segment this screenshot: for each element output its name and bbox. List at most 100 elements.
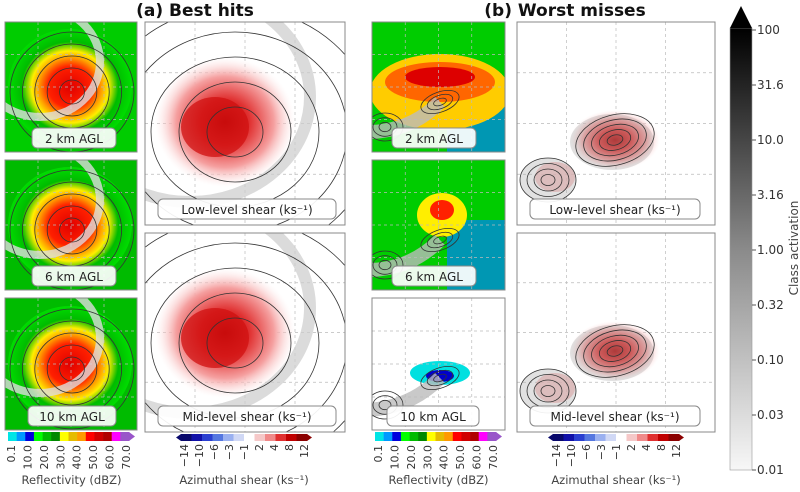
worst-miss-reflectivity-panel: 6 km AGL <box>371 159 506 291</box>
shear-label: Mid-level shear (ks⁻¹) <box>182 410 311 424</box>
best-hit-shear-panel: Mid-level shear (ks⁻¹) <box>144 232 346 433</box>
activation-label: Class activation <box>787 201 800 296</box>
shear-label: Mid-level shear (ks⁻¹) <box>550 410 679 424</box>
shear-tick: 8 <box>283 444 296 451</box>
colorbar-segment <box>191 434 203 441</box>
colorbar-segment <box>563 434 575 441</box>
colorbar-segment <box>647 434 659 441</box>
title-worst-misses: (b) Worst misses <box>484 1 645 21</box>
height-label: 10 km AGL <box>400 410 466 424</box>
colorbar-segment <box>8 432 17 441</box>
best-hit-reflectivity-panel: 10 km AGL <box>4 297 138 431</box>
shear-tick: 12 <box>298 444 311 458</box>
activation-tick: 1.00 <box>757 243 784 257</box>
shear-tick: −10 <box>565 444 578 467</box>
colorbar-segment <box>286 434 297 441</box>
colorbar-segment <box>296 434 308 441</box>
shear-tick: −1 <box>238 444 251 460</box>
worst-miss-reflectivity-panel: 10 km AGL <box>371 297 506 431</box>
shear-tick: −6 <box>208 444 221 460</box>
colorbar-segment <box>574 434 585 441</box>
colorbar-segment <box>233 434 245 441</box>
colorbar-segment <box>668 434 680 441</box>
colorbar-segment <box>383 432 393 441</box>
colorbar-segment <box>435 432 445 441</box>
shear-tick: −3 <box>223 444 236 460</box>
shear-label: Low-level shear (ks⁻¹) <box>549 203 680 217</box>
azimuthal-shear-colorbar: −14 −10 −6 −3 −1 2 4 8 12 Azimuthal shear (ks⁻¹) <box>548 434 684 487</box>
colorbar-segment <box>637 434 648 441</box>
colorbar-segment <box>418 432 428 441</box>
reflectivity-tick: 60.0 <box>104 445 117 470</box>
activation-tick: 0.03 <box>757 408 784 422</box>
shear-label: Azimuthal shear (ks⁻¹) <box>179 473 308 487</box>
colorbar-segment <box>120 432 130 441</box>
colorbar-segment <box>605 434 617 441</box>
colorbar-segment <box>181 434 192 441</box>
reflectivity-tick: 20.0 <box>38 445 51 470</box>
shear-tick: −1 <box>610 444 623 460</box>
reflectivity-tick: 10.0 <box>388 445 401 470</box>
reflectivity-tick: 10.0 <box>21 445 34 470</box>
colorbar-segment <box>444 432 454 441</box>
reflectivity-tick: 30.0 <box>54 445 67 470</box>
worst-miss-reflectivity-panel: 2 km AGL <box>371 21 506 153</box>
reflectivity-tick: 70.0 <box>487 445 500 470</box>
colorbar-segment <box>42 432 52 441</box>
height-label: 6 km AGL <box>45 270 103 284</box>
worst-miss-shear-panel: Mid-level shear (ks⁻¹) <box>516 232 716 433</box>
shear-tick: −14 <box>550 444 563 467</box>
reflectivity-tick: 50.0 <box>454 445 467 470</box>
activation-tick: 0.01 <box>757 463 784 477</box>
colorbar-segment <box>616 434 627 441</box>
colorbar-segment <box>254 434 266 441</box>
colorbar-segment <box>487 432 497 441</box>
reflectivity-tick: 0.1 <box>5 445 18 463</box>
colorbar-segment <box>202 434 213 441</box>
activation-tick: 31.6 <box>757 78 784 92</box>
activation-tick: 0.32 <box>757 298 784 312</box>
colorbar-segment <box>553 434 564 441</box>
activation-tick: 0.10 <box>757 353 784 367</box>
shear-tick: 2 <box>625 444 638 451</box>
colorbar-segment <box>478 432 488 441</box>
shear-tick: 8 <box>655 444 668 451</box>
reflectivity-tick: 40.0 <box>438 445 451 470</box>
class-activation-colorbar: 100 31.6 10.0 3.16 1.00 0.32 0.10 0.03 0.01 Clas… <box>729 6 800 477</box>
reflectivity-label: Reflectivity (dBZ) <box>22 473 122 487</box>
colorbar-segment <box>103 432 113 441</box>
colorbar-segment <box>59 432 69 441</box>
height-label: 10 km AGL <box>39 410 105 424</box>
shear-tick: −6 <box>580 444 593 460</box>
height-label: 2 km AGL <box>405 132 463 146</box>
colorbar-segment <box>375 432 384 441</box>
best-hit-reflectivity-panel: 2 km AGL <box>4 21 138 153</box>
worst-miss-shear-panel: Low-level shear (ks⁻¹) <box>516 21 716 226</box>
reflectivity-colorbar: 0.1 10.0 20.0 30.0 40.0 50.0 60.0 70.0 Reflectiv… <box>5 432 135 487</box>
shear-tick: 12 <box>670 444 683 458</box>
colorbar-segment <box>111 432 121 441</box>
reflectivity-tick: 40.0 <box>71 445 84 470</box>
colorbar-segment <box>265 434 276 441</box>
shear-label: Azimuthal shear (ks⁻¹) <box>551 473 680 487</box>
colorbar-segment <box>94 432 104 441</box>
colorbar-segment <box>461 432 471 441</box>
height-label: 2 km AGL <box>45 132 103 146</box>
colorbar-segment <box>212 434 224 441</box>
height-label: 6 km AGL <box>405 270 463 284</box>
reflectivity-colorbar: 0.1 10.0 20.0 30.0 40.0 50.0 60.0 70.0 Reflectiv… <box>372 432 502 487</box>
activation-tick: 100 <box>757 23 780 37</box>
reflectivity-tick: 50.0 <box>87 445 100 470</box>
reflectivity-tick: 30.0 <box>421 445 434 470</box>
colorbar-segment <box>275 434 287 441</box>
colorbar-segment <box>223 434 234 441</box>
colorbar-segment <box>658 434 669 441</box>
reflectivity-label: Reflectivity (dBZ) <box>389 473 489 487</box>
colorbar-segment <box>595 434 606 441</box>
colorbar-segment <box>85 432 95 441</box>
shear-tick: −14 <box>178 444 191 467</box>
colorbar-segment <box>16 432 26 441</box>
azimuthal-shear-colorbar: −14 −10 −6 −3 −1 2 4 8 12 Azimuthal shear (ks⁻¹) <box>176 434 312 487</box>
colorbar-segment <box>51 432 61 441</box>
colorbar-segment <box>409 432 419 441</box>
